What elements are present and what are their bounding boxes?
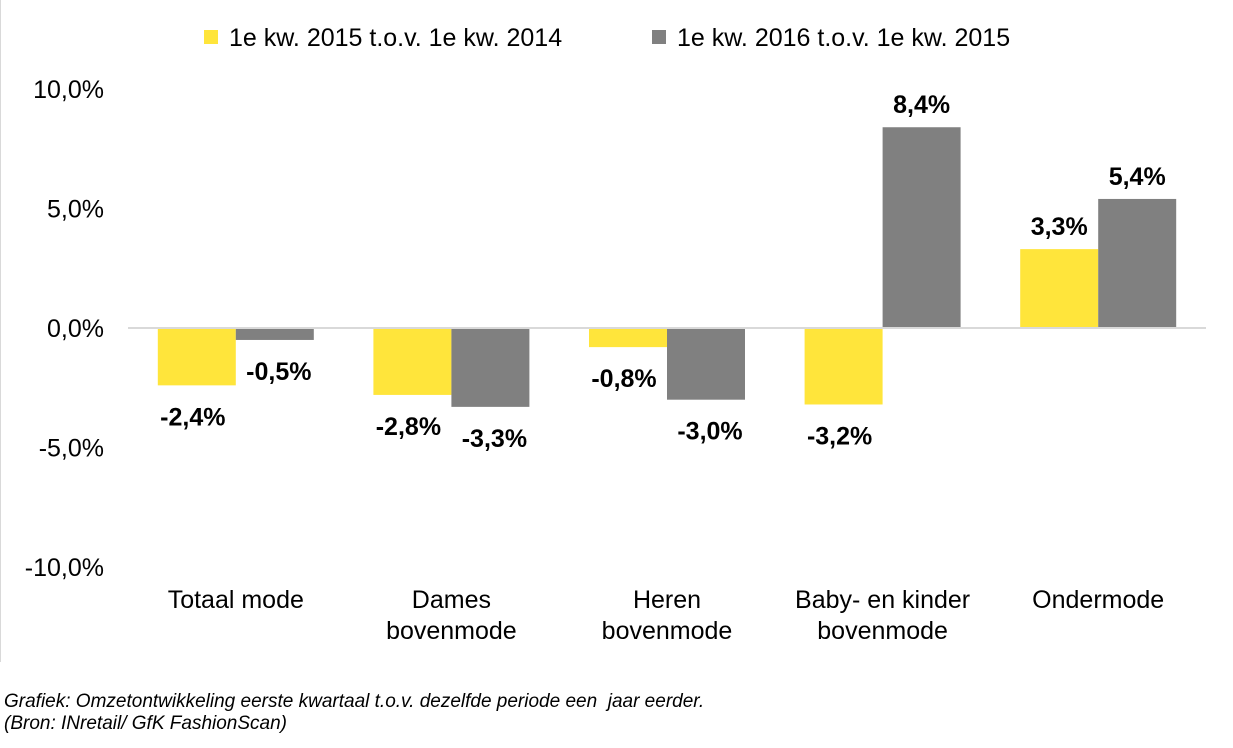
- bar-series-2016: [235, 328, 314, 340]
- data-label: -0,8%: [591, 365, 656, 393]
- chart-area: 10,0% 5,0% 0,0% -5,0% -10,0% -2,4% -2,8% -0,8% -…: [0, 0, 1206, 662]
- category-label: bovenmode: [602, 617, 733, 645]
- data-label: -0,5%: [246, 358, 311, 386]
- legend-label: 1e kw. 2015 t.o.v. 1e kw. 2014: [229, 24, 562, 52]
- bar-series-2015: [804, 328, 883, 405]
- bar-series-2016: [451, 328, 530, 407]
- data-label: -2,4%: [160, 403, 225, 431]
- legend-swatch-series-2016: [652, 30, 666, 44]
- bar-chart: 10,0%5,0%0,0%-5,0%-10,0%-2,4% -2,8%-0,8%-…: [25, 24, 1206, 645]
- y-tick-label: 10,0%: [33, 76, 104, 104]
- data-label: 5,4%: [1109, 163, 1166, 191]
- category-label: bovenmode: [386, 617, 517, 645]
- bar-series-2015: [157, 328, 236, 386]
- caption-line-1: Grafiek: Omzetontwikkeling eerste kwarta…: [4, 691, 705, 712]
- category-label: Ondermode: [1032, 586, 1164, 614]
- category-label: Totaal mode: [168, 586, 304, 614]
- category-label: Dames: [412, 586, 491, 614]
- legend-swatch-series-2015: [204, 30, 218, 44]
- chart-caption: Grafiek: Omzetontwikkeling eerste kwarta…: [4, 691, 704, 735]
- data-label: -3,3%: [462, 425, 527, 453]
- y-tick-label: -5,0%: [39, 435, 104, 463]
- bar-series-2015: [1020, 249, 1099, 328]
- category-label: Heren: [633, 586, 701, 614]
- bar-series-2016: [1098, 198, 1177, 328]
- caption-line-2: (Bron: INretail/ GfK FashionScan): [4, 713, 287, 734]
- bar-series-2016: [882, 127, 961, 329]
- bar-series-2015: [589, 328, 667, 348]
- y-tick-label: -10,0%: [25, 554, 104, 582]
- y-tick-label: 5,0%: [47, 196, 104, 224]
- category-label: bovenmode: [817, 617, 948, 645]
- data-label: 8,4%: [893, 91, 950, 119]
- data-label: 3,3%: [1031, 213, 1088, 241]
- y-tick-label: 0,0%: [47, 315, 104, 343]
- data-label: -3,0%: [677, 418, 742, 446]
- data-label: -3,2%: [807, 422, 872, 450]
- bar-series-2015: [373, 328, 452, 395]
- legend-label: 1e kw. 2016 t.o.v. 1e kw. 2015: [677, 24, 1010, 52]
- data-label: -2,8%: [376, 413, 441, 441]
- category-label: Baby- en kinder: [795, 586, 970, 614]
- bar-series-2016: [667, 328, 745, 400]
